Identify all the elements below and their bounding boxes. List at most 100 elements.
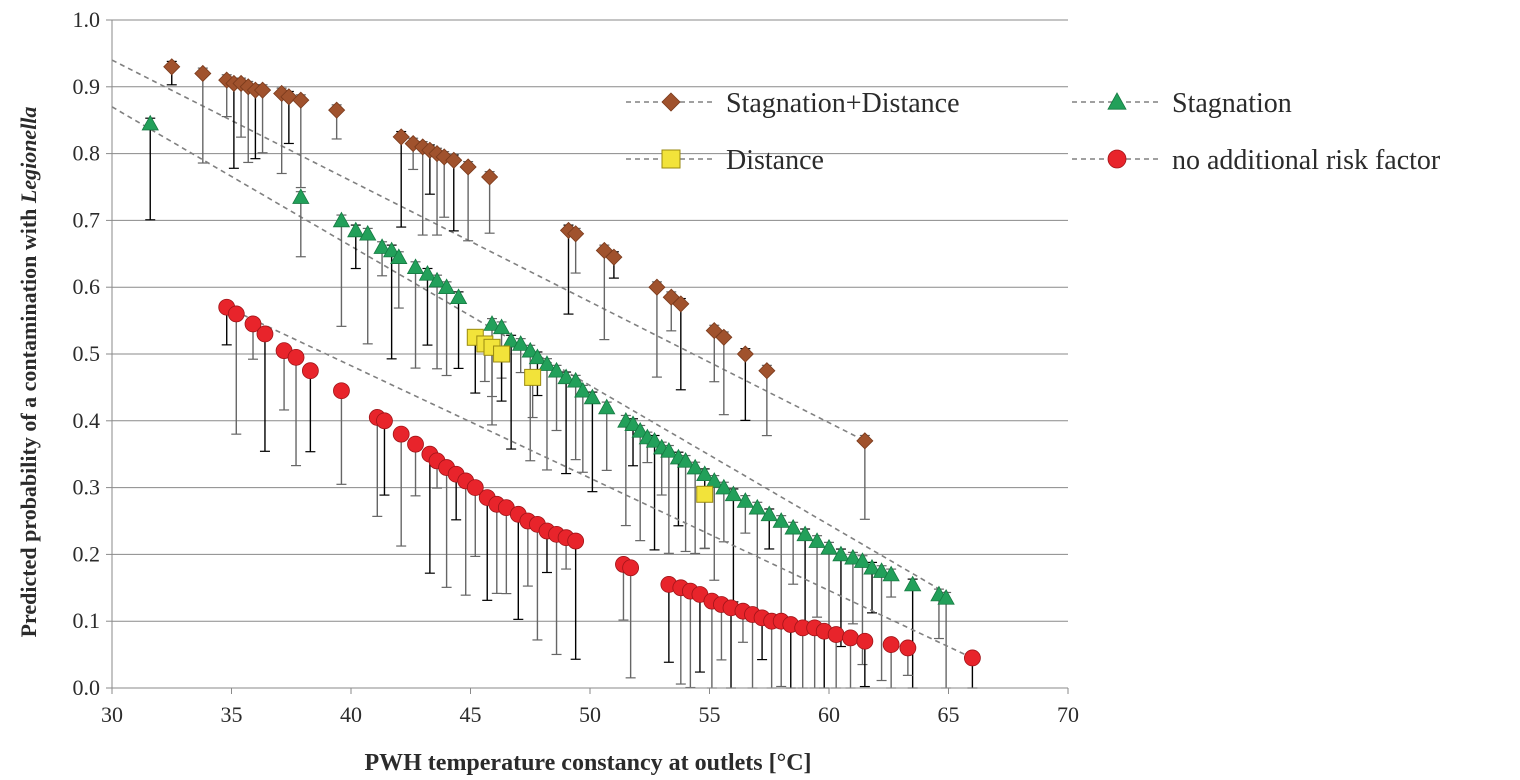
data-point-triangle xyxy=(715,478,733,495)
legend-entry: Distance xyxy=(626,145,824,176)
data-point-diamond xyxy=(280,88,298,106)
data-point-circle xyxy=(301,362,319,380)
x-tick-label: 70 xyxy=(1057,702,1079,727)
data-point-diamond xyxy=(736,345,754,363)
legend-entry: Stagnation xyxy=(1072,88,1292,119)
x-tick-label: 30 xyxy=(101,702,123,727)
data-point-triangle xyxy=(332,211,351,228)
data-point-triangle xyxy=(748,498,766,515)
data-point-circle xyxy=(882,636,900,653)
data-point-triangle xyxy=(853,552,872,568)
y-tick-label: 0.8 xyxy=(73,141,101,166)
y-tick-label: 0.0 xyxy=(73,675,101,700)
series-group xyxy=(111,106,955,689)
data-point-diamond xyxy=(194,64,212,83)
x-axis-label: PWH temperature constancy at outlets [°C… xyxy=(364,750,811,776)
data-point-triangle xyxy=(583,388,602,405)
data-point-diamond xyxy=(661,92,681,112)
data-point-triangle xyxy=(428,271,446,288)
data-point-circle xyxy=(567,532,585,550)
y-tick-label: 0.2 xyxy=(73,541,101,566)
data-point-triangle xyxy=(359,224,377,241)
x-tick-label: 40 xyxy=(340,702,362,727)
x-tick-label: 35 xyxy=(221,702,243,727)
data-point-diamond xyxy=(292,91,310,109)
data-point-square xyxy=(696,485,714,503)
data-point-circle xyxy=(622,559,640,577)
trend-line xyxy=(226,306,973,659)
data-point-triangle xyxy=(566,371,585,388)
data-point-diamond xyxy=(758,362,776,380)
x-tick-label: 45 xyxy=(460,702,482,727)
legend-entry: no additional risk factor xyxy=(1072,145,1441,176)
y-tick-label: 0.1 xyxy=(73,608,101,633)
data-point-triangle xyxy=(418,265,437,281)
data-point-triangle xyxy=(492,318,511,335)
x-tick-label: 65 xyxy=(938,702,960,727)
y-tick-label: 0.9 xyxy=(73,74,101,99)
series-group xyxy=(111,58,874,520)
data-point-circle xyxy=(827,626,845,643)
data-point-triangle xyxy=(292,188,310,204)
data-point-triangle xyxy=(141,114,159,131)
y-axis-label: Predicted probability of a contamination… xyxy=(16,107,41,638)
data-point-triangle xyxy=(449,288,468,305)
y-tick-label: 0.3 xyxy=(73,475,101,500)
data-point-triangle xyxy=(844,548,862,565)
data-point-circle xyxy=(256,325,274,343)
data-point-diamond xyxy=(715,328,733,346)
data-point-triangle xyxy=(538,355,556,371)
data-point-triangle xyxy=(557,368,575,385)
data-point-circle xyxy=(392,425,410,443)
legend: Stagnation+Distance Stagnation Distance no … xyxy=(626,88,1441,176)
legend-entry: Stagnation+Distance xyxy=(626,88,960,119)
data-point-triangle xyxy=(686,458,704,475)
data-point-triangle xyxy=(808,532,826,548)
data-point-diamond xyxy=(392,128,410,146)
data-point-diamond xyxy=(481,168,499,186)
data-point-triangle xyxy=(736,492,755,508)
data-point-triangle xyxy=(598,398,616,415)
y-tick-label: 0.7 xyxy=(73,207,101,232)
data-point-triangle xyxy=(483,315,501,331)
data-point-diamond xyxy=(672,295,690,313)
data-point-triangle xyxy=(574,381,592,398)
legend-label: Stagnation xyxy=(1172,88,1292,119)
y-tick-label: 0.5 xyxy=(73,341,101,366)
data-point-triangle xyxy=(903,575,922,592)
data-point-triangle xyxy=(820,538,838,555)
data-point-triangle xyxy=(521,341,539,358)
legend-label: no additional risk factor xyxy=(1172,145,1441,176)
data-point-circle xyxy=(376,412,393,430)
data-point-triangle xyxy=(512,335,530,351)
data-point-triangle xyxy=(390,248,408,264)
data-point-circle xyxy=(466,479,484,497)
y-axis-label-main: Predicted probability of a contamination… xyxy=(16,203,41,637)
data-point-triangle xyxy=(528,348,547,365)
data-point-triangle xyxy=(882,565,900,582)
series-group xyxy=(218,298,981,689)
data-point-triangle xyxy=(760,505,778,522)
legend-label: Stagnation+Distance xyxy=(726,88,960,119)
x-tick-label: 55 xyxy=(699,702,721,727)
x-tick-label: 50 xyxy=(579,702,601,727)
data-point-circle xyxy=(244,315,262,333)
data-point-triangle xyxy=(631,421,649,438)
data-point-triangle xyxy=(872,562,891,578)
trend-line xyxy=(111,59,866,442)
data-point-circle xyxy=(842,629,859,647)
data-point-diamond xyxy=(445,151,463,169)
y-tick-label: 0.4 xyxy=(73,408,101,433)
data-point-diamond xyxy=(254,81,272,99)
data-point-diamond xyxy=(459,158,477,176)
data-point-triangle xyxy=(547,361,566,378)
data-point-square xyxy=(661,149,681,169)
data-point-triangle xyxy=(863,558,881,575)
legend-label: Distance xyxy=(726,145,824,176)
data-point-triangle xyxy=(772,512,790,528)
data-point-triangle xyxy=(382,241,401,258)
data-point-diamond xyxy=(856,432,874,450)
data-point-triangle xyxy=(645,432,664,448)
data-point-triangle xyxy=(724,485,743,502)
